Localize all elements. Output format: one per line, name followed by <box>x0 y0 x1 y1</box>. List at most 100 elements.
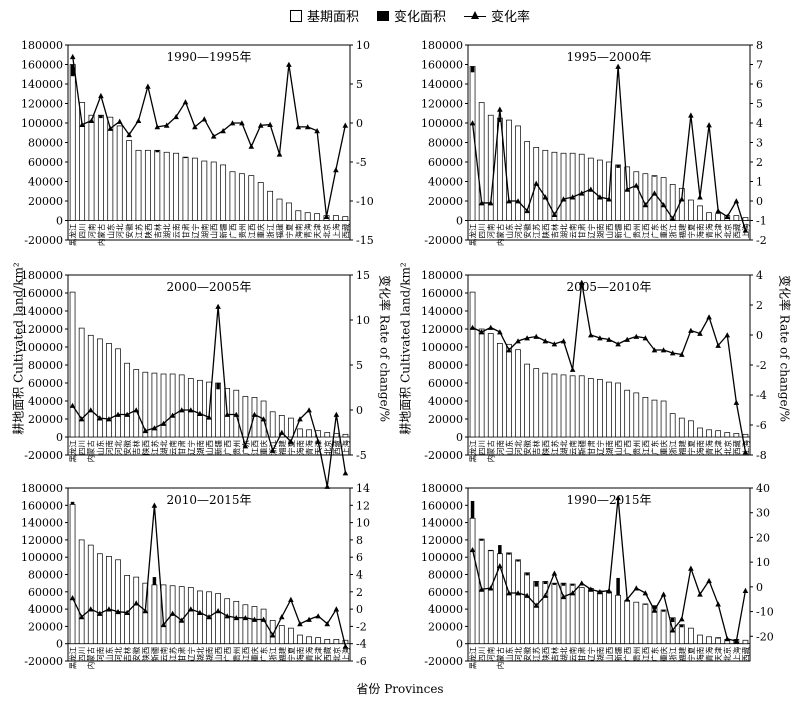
y-tick-label: 40000 <box>28 395 63 408</box>
rate-marker <box>578 580 585 586</box>
bar-base <box>606 591 612 645</box>
bar-base <box>478 102 485 221</box>
category-label: 江苏 <box>531 223 541 238</box>
rate-marker <box>78 614 85 620</box>
y-tick-label: 120000 <box>421 534 463 547</box>
rate-marker <box>297 621 303 627</box>
rate-marker <box>660 347 667 353</box>
category-label: 云南 <box>171 223 181 238</box>
bar-base <box>285 202 292 221</box>
y-tick-label: 140000 <box>21 305 63 318</box>
rate-marker <box>724 213 731 219</box>
ylabel-right-en: Rate of change/% <box>377 314 392 423</box>
category-label: 上海 <box>340 440 350 455</box>
bar-base <box>506 343 512 438</box>
y-tick-label: -20000 <box>424 655 463 668</box>
category-label: 山东 <box>104 646 114 661</box>
rate-marker <box>124 609 130 615</box>
bar-base <box>578 587 585 645</box>
y-tick-label: 80000 <box>28 359 63 372</box>
rate-marker <box>160 420 167 426</box>
panel-title: 2000—2005年 <box>166 280 251 294</box>
category-label: 安徽 <box>522 440 532 455</box>
y2-tick-label: 8 <box>756 39 763 52</box>
category-label: 宁夏 <box>286 646 296 661</box>
category-label: 广西 <box>222 646 232 661</box>
rate-marker <box>578 190 585 196</box>
bar-base <box>115 559 121 645</box>
ylabel-left: 耕地面积 Cultivated land/km² <box>10 219 27 479</box>
y2-tick-label: -4 <box>756 389 767 402</box>
category-label: 四川 <box>478 647 487 662</box>
bar-base <box>669 413 676 438</box>
category-label: 甘肃 <box>177 646 187 661</box>
rate-marker <box>578 279 585 285</box>
y-tick-label: 120000 <box>421 323 463 336</box>
rate-marker <box>651 607 658 613</box>
ylabel-right-2-en: Rate of change/% <box>777 314 792 423</box>
y2-tick-label: -15 <box>356 234 374 247</box>
bar-base <box>487 549 494 645</box>
bar-base <box>569 375 576 438</box>
category-label: 广东 <box>259 646 269 661</box>
y2-tick-label: 6 <box>756 78 763 91</box>
bar-change <box>616 164 620 168</box>
category-label: 甘肃 <box>177 440 187 455</box>
bar-base <box>78 327 85 438</box>
bar-base <box>678 417 685 438</box>
panel-title: 2010—2015年 <box>166 493 251 507</box>
bar-base <box>238 173 245 221</box>
bar-change <box>561 583 566 586</box>
rate-marker <box>69 53 76 60</box>
rate-marker <box>135 117 142 124</box>
bar-base <box>715 637 722 645</box>
bar-base <box>160 584 167 645</box>
category-label: 福建 <box>277 440 287 455</box>
rate-marker <box>142 608 149 614</box>
category-label: 江苏 <box>149 440 159 455</box>
y2-tick-label: 10 <box>756 556 770 569</box>
bar-base <box>88 114 95 221</box>
y-tick-label: 160000 <box>421 499 463 512</box>
y2-tick-label: 30 <box>756 507 770 520</box>
bar-base <box>587 587 594 645</box>
bar-change <box>155 150 160 153</box>
rate-marker <box>87 407 94 413</box>
category-label: 四川 <box>78 224 87 239</box>
bar-base <box>487 114 494 221</box>
y2-tick-label: -1 <box>756 215 767 228</box>
y2-tick-label: 0 <box>756 329 763 342</box>
category-label: 宁夏 <box>284 223 294 238</box>
bar-base <box>242 396 249 438</box>
legend-label-change: 变化面积 <box>394 10 447 25</box>
category-label: 湖北 <box>560 440 569 455</box>
ylabel-right: 变化率 Rate of change/% <box>377 219 394 479</box>
rate-marker <box>742 587 749 593</box>
category-label: 西藏 <box>740 646 750 661</box>
category-label: 江西 <box>241 646 250 661</box>
rate-marker <box>569 366 576 372</box>
category-label: 河南 <box>104 440 114 455</box>
rate-marker <box>487 200 494 206</box>
rate-marker <box>116 118 123 124</box>
y-tick-label: 60000 <box>428 156 463 169</box>
rate-marker <box>551 341 558 347</box>
category-label: 辽宁 <box>190 224 200 239</box>
rate-marker <box>248 143 255 149</box>
rate-marker <box>154 124 161 130</box>
category-label: 重庆 <box>659 646 669 661</box>
rate-marker <box>215 608 221 614</box>
panel-title: 1990—2015年 <box>566 493 651 507</box>
panel-title: 2005—2010年 <box>566 280 651 294</box>
rate-marker <box>142 427 149 434</box>
rate-marker <box>178 617 185 623</box>
rate-marker <box>606 196 612 202</box>
y-tick-label: 120000 <box>421 98 463 111</box>
ylabel-right-2: 变化率 Rate of change/% <box>777 219 794 479</box>
bar-base <box>87 334 94 438</box>
bar-change <box>670 617 675 623</box>
rate-marker <box>269 447 276 453</box>
panel-title: 1990—1995年 <box>166 50 251 64</box>
y2-tick-label: 5 <box>356 359 363 372</box>
legend-label-base: 基期面积 <box>307 10 360 25</box>
